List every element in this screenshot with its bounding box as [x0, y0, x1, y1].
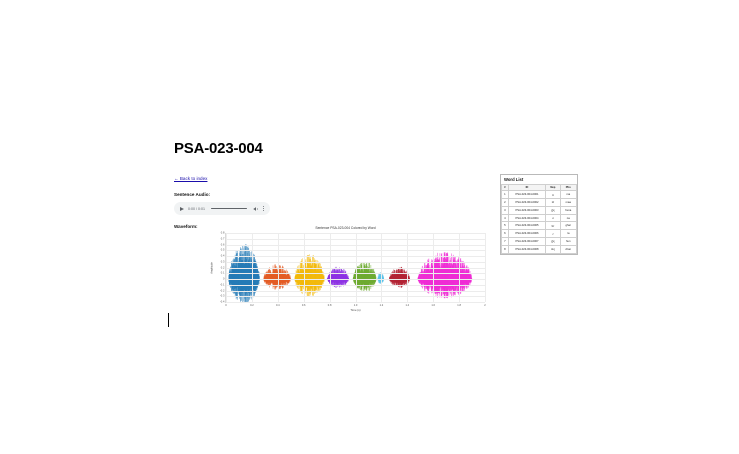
waveform-segment-3: [326, 266, 350, 288]
x-tick-label: 0.4: [275, 303, 280, 307]
word-list-panel: Word List # ID Nep Pho 1 PSA-023-004-0001 म ma…: [500, 174, 578, 255]
waveform-segment-1: [263, 264, 291, 290]
x-tick-label: 0.6: [301, 303, 306, 307]
y-tick-label: 0.6: [220, 243, 225, 246]
cell-Nep: हुन्: [545, 236, 561, 246]
chart-plot-area: Amplitude Time (s) 0 0.2 0.4 0.6 0.8 1.0 1.2 1.…: [210, 232, 485, 313]
y-tick-label: 0.2: [220, 266, 225, 269]
cell-Pho: chan: [559, 244, 577, 254]
y-tick-label: 0.8: [220, 231, 225, 235]
cell-Pho: maa: [559, 198, 577, 207]
cell-Pho: ra: [559, 229, 577, 238]
sentence-detail-page: PSA-023-004 ← Back to index Sentence Aud…: [174, 140, 594, 312]
cell-ID: PSA-023-004-0002: [507, 198, 547, 207]
y-tick-label: -0.4: [219, 300, 225, 304]
chart-title: Sentence PSA-023-004 Colored by Word: [315, 226, 376, 230]
y-tick-label: -0.1: [219, 283, 225, 287]
y-tick-label: 0: [222, 277, 225, 281]
x-tick-label: 2: [484, 303, 486, 307]
y-tick-label: -0.3: [219, 294, 225, 298]
more-vertical-icon[interactable]: [262, 205, 264, 212]
waveform-segment-6: [389, 266, 410, 288]
table-row[interactable]: 4 PSA-023-004-0004 न na: [501, 213, 577, 223]
y-tick-label: 0.7: [220, 237, 225, 241]
column-header-1: ID: [507, 183, 547, 192]
cell-#: 8: [501, 244, 509, 254]
table-row[interactable]: 1 PSA-023-004-0001 म ma: [501, 190, 577, 200]
cell-Nep: घर: [545, 221, 561, 231]
cell-#: 5: [501, 221, 509, 231]
x-tick-label: 0.8: [327, 303, 332, 307]
cell-#: 1: [501, 190, 509, 200]
table-body: 1 PSA-023-004-0001 म ma 2 PSA-023-004-0002 मा m…: [501, 190, 577, 254]
word-list-title: Word List: [504, 177, 524, 182]
cell-Nep: र: [545, 229, 561, 238]
cell-ID: PSA-023-004-0003: [507, 205, 547, 215]
x-tick-label: 1.6: [431, 303, 435, 307]
cell-#: 6: [501, 229, 509, 238]
y-tick-label: 0.5: [220, 248, 225, 252]
cell-Nep: म: [545, 190, 561, 200]
x-tick-label: 0.2: [250, 303, 254, 307]
page-title: PSA-023-004: [174, 140, 263, 157]
cell-ID: PSA-023-004-0008: [507, 244, 547, 254]
waveform-segment-7: [417, 252, 473, 299]
x-tick-label: 1.2: [379, 303, 384, 307]
word-list-table: # ID Nep Pho 1 PSA-023-004-0001 म ma 2 PSA-023-0…: [501, 183, 577, 254]
table-row[interactable]: 2 PSA-023-004-0002 मा maa: [501, 198, 577, 207]
x-tick-label: 1.0: [353, 303, 358, 307]
waveform-plot: [228, 244, 473, 302]
table-row[interactable]: 3 PSA-023-004-0003 हुन् huna: [501, 205, 577, 215]
volume-icon[interactable]: [253, 206, 259, 212]
column-header-2: Nep: [545, 183, 561, 192]
table-row[interactable]: 6 PSA-023-004-0006 र ra: [501, 229, 577, 238]
cell-Nep: मा: [545, 198, 561, 207]
audio-time: 0:00 / 0:01: [188, 206, 205, 211]
y-tick-label: 0.4: [220, 254, 225, 258]
cell-Pho: ma: [559, 190, 577, 200]
chart-y-axis-label: Amplitude: [210, 261, 214, 274]
x-tick-label: 1.8: [457, 303, 461, 307]
cell-Nep: छन्: [545, 244, 561, 254]
audio-progress-bar[interactable]: [210, 207, 247, 210]
y-tick-label: -0.2: [219, 289, 225, 292]
y-tick-label: 0.3: [220, 260, 225, 264]
y-tick-label: 0.1: [220, 271, 225, 275]
waveform-segment-2: [294, 254, 325, 297]
cell-Pho: na: [559, 213, 577, 223]
cell-ID: PSA-023-004-0007: [507, 236, 547, 246]
table-row[interactable]: 7 PSA-023-004-0007 हुन् hun: [501, 236, 577, 246]
back-to-index-link[interactable]: ← Back to index: [174, 176, 208, 181]
cell-Nep: हुन्: [545, 205, 561, 215]
cell-Nep: न: [545, 213, 561, 223]
waveform-segment-0: [228, 244, 260, 302]
play-icon[interactable]: [180, 206, 184, 211]
audio-player[interactable]: 0:00 / 0:01: [174, 202, 270, 215]
cell-ID: PSA-023-004-0005: [507, 221, 547, 231]
waveform-label: Waveform:: [174, 224, 198, 229]
table-header-row: # ID Nep Pho: [501, 183, 577, 192]
waveform-segment-5: [377, 272, 385, 284]
cell-#: 2: [501, 198, 509, 207]
x-tick-label: 1.4: [405, 303, 410, 307]
table-row[interactable]: 8 PSA-023-004-0008 छन् chan: [501, 244, 577, 254]
chart-x-axis-label: Time (s): [350, 308, 361, 312]
waveform-chart: Sentence PSA-023-004 Colored by Word Amp…: [198, 225, 493, 320]
waveform-segment-4: [352, 262, 377, 292]
cell-Pho: hun: [559, 236, 577, 246]
sentence-audio-label: Sentence Audio:: [174, 192, 211, 197]
cell-ID: PSA-023-004-0001: [507, 190, 547, 200]
column-header-0: #: [501, 183, 509, 192]
cell-ID: PSA-023-004-0006: [507, 229, 547, 238]
text-caret: [168, 313, 169, 327]
column-header-3: Pho: [559, 183, 577, 192]
x-tick-label: 0: [225, 303, 227, 307]
cell-Pho: huna: [559, 205, 577, 215]
table-row[interactable]: 5 PSA-023-004-0005 घर ghar: [501, 221, 577, 231]
cell-ID: PSA-023-004-0004: [507, 213, 547, 223]
cell-#: 3: [501, 205, 509, 215]
cell-#: 7: [501, 236, 509, 246]
cell-Pho: ghar: [559, 221, 577, 231]
cell-#: 4: [501, 213, 509, 223]
